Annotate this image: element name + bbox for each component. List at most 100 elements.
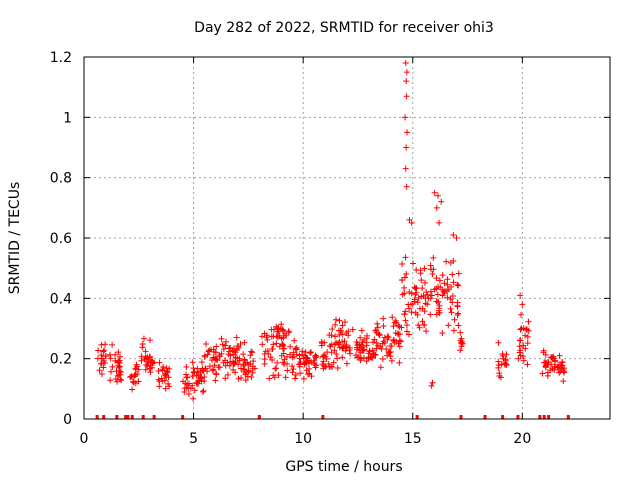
data-point [370, 350, 377, 357]
data-point [547, 367, 554, 374]
data-point [95, 347, 102, 354]
data-point [233, 334, 240, 341]
data-point [496, 372, 503, 379]
data-point [448, 309, 455, 316]
data-point [556, 352, 563, 359]
data-point [403, 78, 410, 85]
data-point [264, 332, 271, 339]
data-point [424, 291, 431, 298]
data-point [96, 367, 103, 374]
data-point [242, 377, 249, 384]
data-point [353, 344, 360, 351]
data-point [194, 380, 201, 387]
data-point [365, 350, 372, 357]
data-point [129, 386, 136, 393]
data-point [272, 365, 279, 372]
data-point [286, 329, 293, 336]
data-point [396, 337, 403, 344]
data-point [218, 350, 225, 357]
data-point [436, 219, 443, 226]
data-point [227, 344, 234, 351]
data-point [242, 371, 249, 378]
data-point [118, 377, 125, 384]
data-point [439, 330, 446, 337]
data-point [447, 305, 454, 312]
data-point [279, 326, 286, 333]
data-point [106, 351, 113, 358]
data-point [240, 351, 247, 358]
data-point [399, 277, 406, 284]
data-point [190, 369, 197, 376]
data-point [331, 341, 338, 348]
data-point [269, 345, 276, 352]
data-point [292, 345, 299, 352]
data-point [524, 326, 531, 333]
data-point [402, 317, 409, 324]
data-point [373, 340, 380, 347]
data-point [211, 362, 218, 369]
data-point [403, 270, 410, 277]
data-point [516, 349, 523, 356]
data-point [112, 351, 119, 358]
data-point [273, 365, 280, 372]
data-point [390, 337, 397, 344]
data-point [447, 296, 454, 303]
data-point [403, 144, 410, 151]
baseline-marker [130, 415, 134, 419]
data-point [139, 344, 146, 351]
data-point [422, 300, 429, 307]
data-point [360, 354, 367, 361]
data-point [135, 378, 142, 385]
data-point [539, 370, 546, 377]
data-point [358, 342, 365, 349]
data-point [274, 328, 281, 335]
data-point [267, 354, 274, 361]
data-point [166, 383, 173, 390]
baseline-marker [566, 415, 570, 419]
data-point [421, 308, 428, 315]
baseline-marker [516, 415, 520, 419]
data-point [327, 343, 334, 350]
data-point [370, 339, 377, 346]
data-point [458, 340, 465, 347]
data-point [159, 366, 166, 373]
data-point [297, 358, 304, 365]
data-point [223, 338, 230, 345]
data-point [430, 254, 437, 261]
data-point [396, 359, 403, 366]
data-point [213, 356, 220, 363]
data-point [410, 260, 417, 267]
data-point [358, 355, 365, 362]
data-point [156, 359, 163, 366]
data-point [204, 351, 211, 358]
baseline-marker [95, 415, 99, 419]
data-point [280, 350, 287, 357]
data-point [341, 338, 348, 345]
data-point [293, 346, 300, 353]
data-point [206, 347, 213, 354]
data-point [401, 284, 408, 291]
data-point [206, 363, 213, 370]
y-tick-label: 0.8 [50, 171, 72, 187]
data-point [184, 374, 191, 381]
data-point [283, 353, 290, 360]
data-point [402, 114, 409, 121]
data-point [241, 366, 248, 373]
data-point [230, 360, 237, 367]
data-point [339, 354, 346, 361]
data-point [307, 349, 314, 356]
data-point [403, 322, 410, 329]
data-point [311, 354, 318, 361]
data-point [181, 389, 188, 396]
data-point [109, 363, 116, 370]
data-point [301, 360, 308, 367]
data-point [245, 361, 252, 368]
data-point [155, 368, 162, 375]
data-point [393, 319, 400, 326]
data-point [278, 335, 285, 342]
data-point [296, 363, 303, 370]
data-point [194, 365, 201, 372]
data-point [374, 320, 381, 327]
data-point [187, 385, 194, 392]
data-point [550, 353, 557, 360]
